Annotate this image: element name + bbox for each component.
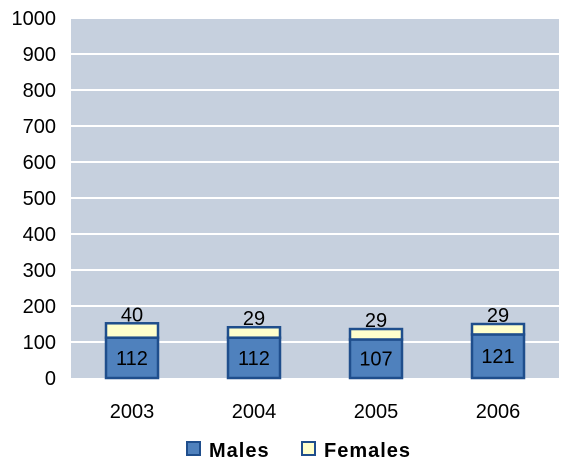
y-tick-label: 500 [23,188,56,210]
x-tick-label: 2005 [354,401,399,423]
legend-label-females: Females [324,440,411,462]
bar-females-2003 [104,322,160,339]
data-label-males: 107 [359,349,392,371]
x-tick-label: 2003 [110,401,155,423]
y-tick-label: 100 [23,332,56,354]
bar-males-2003 [104,336,160,380]
bar-males-2004 [226,336,282,380]
x-tick-label: 2006 [476,401,521,423]
bar-males-2005 [348,338,404,380]
y-tick-label: 400 [23,224,56,246]
data-label-males: 112 [116,348,148,370]
data-label-males: 121 [481,346,514,368]
bar-females-2005 [348,327,404,341]
data-label-females: 40 [121,304,143,326]
data-label-females: 29 [487,305,509,327]
y-tick-label: 900 [23,44,56,66]
bar-females-2004 [226,325,282,339]
y-tick-label: 1000 [12,8,57,30]
x-tick-label: 2004 [232,401,277,423]
data-label-males: 112 [238,348,270,370]
x-axis-ticks: 2003 2004 2005 2006 [110,401,521,423]
y-tick-label: 200 [23,296,56,318]
y-axis-ticks: 0 100 200 300 400 500 600 700 800 900 1000 [12,8,57,390]
data-label-females: 29 [365,310,387,332]
legend-swatch-females [301,441,316,456]
legend-swatch-males [186,441,201,456]
data-label-females: 29 [243,308,265,330]
y-tick-label: 700 [23,116,56,138]
y-tick-label: 800 [23,80,56,102]
legend-label-males: Males [209,440,270,462]
y-tick-label: 600 [23,152,56,174]
bar-females-2006 [470,322,526,336]
y-tick-label: 300 [23,260,56,282]
gridlines [71,17,559,343]
bars: 112 40 112 29 107 29 121 29 [104,304,526,380]
legend: Males Females [186,440,411,462]
bar-males-2006 [470,333,526,380]
y-tick-label: 0 [45,368,56,390]
